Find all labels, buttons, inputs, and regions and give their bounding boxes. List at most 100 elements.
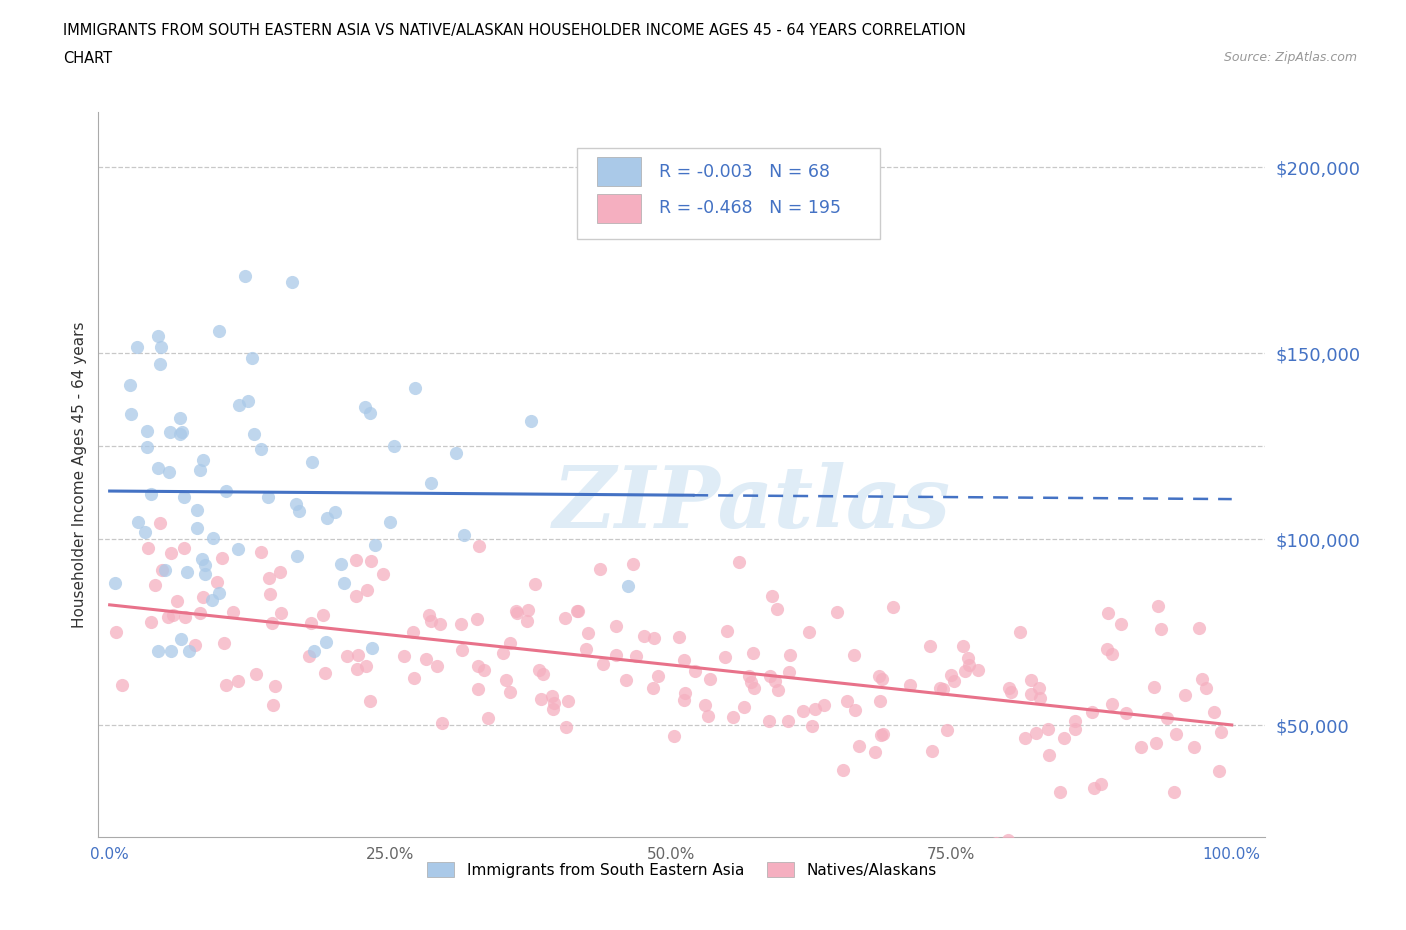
Point [420, 475, 443, 490]
Point [740, 674, 762, 689]
Point [1021, 687, 1043, 702]
Point [1081, 704, 1104, 719]
Point [344, 589, 367, 604]
Point [453, 527, 475, 542]
Point [270, 605, 292, 620]
Point [285, 549, 308, 564]
Point [302, 644, 325, 658]
Point [134, 525, 156, 539]
Point [499, 684, 522, 699]
Text: IMMIGRANTS FROM SOUTH EASTERN ASIA VS NATIVE/ALASKAN HOUSEHOLDER INCOME AGES 45 : IMMIGRANTS FROM SOUTH EASTERN ASIA VS NA… [63, 23, 966, 38]
Point [872, 727, 894, 742]
Point [240, 351, 263, 365]
Point [125, 339, 148, 354]
Point [1053, 730, 1076, 745]
Point [201, 592, 224, 607]
Point [344, 553, 367, 568]
Point [259, 587, 281, 602]
Point [208, 586, 231, 601]
Point [792, 704, 814, 719]
Point [474, 663, 496, 678]
Point [191, 590, 214, 604]
Point [169, 410, 191, 425]
Point [673, 686, 696, 701]
Point [759, 669, 782, 684]
Point [186, 503, 208, 518]
Point [202, 530, 225, 545]
Point [314, 665, 336, 680]
Point [257, 490, 280, 505]
Point [173, 540, 195, 555]
Point [160, 644, 183, 658]
Point [226, 541, 249, 556]
Point [516, 614, 538, 629]
Point [778, 665, 800, 680]
Point [205, 574, 228, 589]
Point [932, 682, 955, 697]
Point [146, 644, 169, 658]
Point [346, 662, 368, 677]
Point [1188, 620, 1211, 635]
Point [360, 553, 382, 568]
Point [778, 714, 800, 729]
Point [186, 520, 208, 535]
Point [882, 600, 904, 615]
Point [1049, 785, 1071, 800]
Point [997, 681, 1019, 696]
Point [492, 646, 515, 661]
Point [716, 623, 738, 638]
Point [426, 658, 449, 673]
Point [1146, 599, 1168, 614]
Point [262, 615, 284, 630]
Point [499, 635, 522, 650]
Point [936, 723, 959, 737]
Point [135, 423, 157, 438]
Point [758, 713, 780, 728]
Point [921, 744, 943, 759]
Point [127, 514, 149, 529]
Point [429, 617, 451, 631]
Point [844, 703, 866, 718]
Point [827, 604, 849, 619]
Point [727, 554, 749, 569]
Point [1150, 621, 1173, 636]
Point [226, 673, 249, 688]
Point [1101, 697, 1123, 711]
Point [527, 662, 550, 677]
Point [1025, 725, 1047, 740]
Point [929, 681, 952, 696]
Point [589, 562, 612, 577]
Point [430, 716, 453, 731]
Point [1164, 727, 1187, 742]
Point [354, 400, 377, 415]
Point [173, 490, 195, 505]
Point [336, 648, 359, 663]
Point [136, 540, 159, 555]
Point [477, 711, 499, 725]
Point [298, 649, 321, 664]
Point [530, 692, 553, 707]
Point [868, 669, 890, 684]
Point [733, 700, 755, 715]
Point [1163, 784, 1185, 799]
Point [444, 446, 467, 461]
Point [997, 833, 1019, 848]
Point [215, 484, 238, 498]
Point [170, 632, 193, 647]
Point [415, 652, 437, 667]
Point [191, 453, 214, 468]
Point [721, 710, 744, 724]
Point [315, 634, 337, 649]
Point [188, 605, 211, 620]
Point [356, 583, 378, 598]
Point [804, 701, 827, 716]
Point [188, 463, 211, 478]
Point [179, 644, 201, 658]
Point [672, 693, 695, 708]
Point [143, 578, 166, 592]
Point [495, 672, 517, 687]
Point [245, 667, 267, 682]
Point [1064, 721, 1087, 736]
Point [626, 648, 648, 663]
Point [763, 673, 786, 688]
